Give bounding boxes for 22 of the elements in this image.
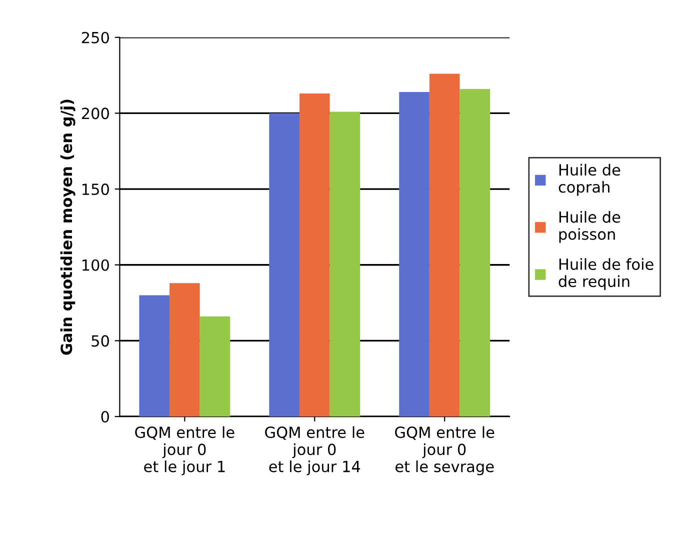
bar (299, 93, 330, 417)
y-axis-title: Gain quotidien moyen (en g/j) (60, 100, 76, 355)
bar (460, 88, 490, 417)
bar (330, 112, 360, 417)
legend-label: Huile de coprah (558, 164, 620, 196)
y-tick-label: 250 (82, 32, 109, 44)
y-tick-label: 100 (82, 259, 109, 271)
x-tick-label: GQM entre le jour 0 et le jour 1 (135, 426, 234, 476)
y-tick-label: 150 (82, 184, 109, 196)
bar (269, 113, 300, 417)
bar (139, 295, 170, 417)
bar (399, 92, 430, 417)
x-tick-label: GQM entre le jour 0 et le sevrage (395, 426, 494, 476)
bar (429, 74, 460, 417)
bar (200, 316, 230, 417)
legend-label: Huile de foie de requin (558, 258, 654, 290)
y-tick-label: 0 (101, 410, 109, 423)
y-tick-label: 200 (82, 108, 109, 120)
y-tick-label: 50 (92, 335, 109, 347)
legend-label: Huile de poisson (559, 211, 620, 243)
bar (170, 283, 200, 417)
x-tick-label: GQM entre le jour 0 et le jour 14 (265, 426, 364, 476)
